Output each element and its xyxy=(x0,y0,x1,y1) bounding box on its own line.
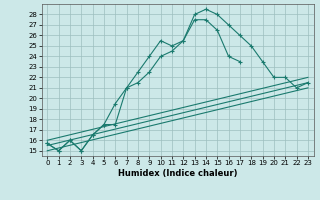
X-axis label: Humidex (Indice chaleur): Humidex (Indice chaleur) xyxy=(118,169,237,178)
